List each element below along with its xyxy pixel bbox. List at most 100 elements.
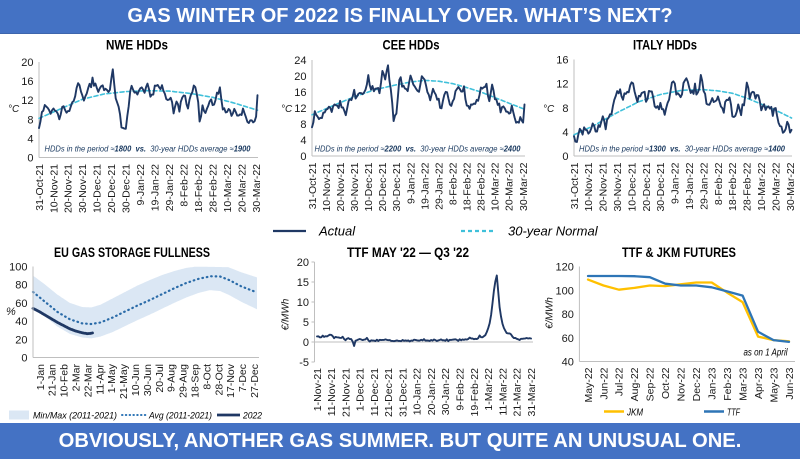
- svg-text:40: 40: [562, 357, 574, 369]
- svg-text:30-Nov-21: 30-Nov-21: [612, 162, 624, 211]
- svg-text:10: 10: [297, 297, 309, 309]
- svg-text:10-Dec-21: 10-Dec-21: [92, 164, 104, 213]
- svg-text:10-Mar-22: 10-Mar-22: [490, 162, 502, 211]
- svg-text:20: 20: [294, 71, 306, 83]
- svg-text:20-Dec-21: 20-Dec-21: [106, 164, 118, 213]
- svg-text:20-Nov-21: 20-Nov-21: [63, 164, 75, 213]
- svg-text:1-Mar-22: 1-Mar-22: [483, 368, 495, 411]
- svg-text:30-year Normal: 30-year Normal: [508, 224, 599, 239]
- svg-text:12: 12: [556, 79, 568, 91]
- svg-text:20-Mar-22: 20-Mar-22: [236, 164, 248, 213]
- svg-text:HDDs in the period ≈1800 vs.: HDDs in the period ≈1800 vs. 30-year HDD…: [45, 145, 251, 154]
- svg-text:120: 120: [556, 262, 574, 274]
- svg-text:1-Nov-21: 1-Nov-21: [312, 368, 324, 411]
- svg-text:20: 20: [297, 257, 309, 269]
- svg-text:JKM: JKM: [626, 408, 643, 419]
- svg-text:1-Jan: 1-Jan: [35, 364, 47, 390]
- svg-text:HDDs in the period ≈2200 vs.: HDDs in the period ≈2200 vs. 30-year HDD…: [315, 145, 521, 154]
- svg-text:20-Nov-21: 20-Nov-21: [335, 162, 347, 211]
- svg-text:10-Mar-22: 10-Mar-22: [756, 162, 768, 211]
- svg-text:%: %: [6, 306, 16, 318]
- svg-text:15: 15: [297, 277, 309, 289]
- svg-text:17-Nov: 17-Nov: [225, 363, 237, 398]
- svg-text:19-Jan-22: 19-Jan-22: [150, 164, 162, 211]
- svg-text:21-May: 21-May: [118, 363, 130, 399]
- svg-text:°C: °C: [543, 104, 555, 115]
- svg-text:10-Feb: 10-Feb: [59, 364, 71, 397]
- svg-text:2-Mar: 2-Mar: [71, 363, 83, 391]
- svg-text:9-Jan-22: 9-Jan-22: [405, 162, 417, 204]
- svg-text:°C: °C: [281, 104, 293, 115]
- svg-text:20-Dec-21: 20-Dec-21: [641, 162, 653, 211]
- svg-text:0: 0: [21, 353, 27, 365]
- svg-text:18-Feb-22: 18-Feb-22: [727, 162, 739, 211]
- svg-text:10-Jan-22: 10-Jan-22: [412, 368, 424, 415]
- svg-text:1-May: 1-May: [106, 363, 118, 393]
- svg-text:20-Jan-22: 20-Jan-22: [426, 368, 438, 415]
- svg-text:1-Dec-21: 1-Dec-21: [355, 368, 367, 411]
- svg-text:€/MWh: €/MWh: [545, 297, 556, 329]
- svg-text:10-Nov-21: 10-Nov-21: [583, 162, 595, 211]
- svg-text:20-Mar-22: 20-Mar-22: [504, 162, 516, 211]
- svg-text:29-Jan-22: 29-Jan-22: [164, 164, 176, 211]
- svg-text:°C: °C: [8, 104, 20, 115]
- svg-text:8-Feb-22: 8-Feb-22: [178, 164, 190, 207]
- svg-text:4: 4: [562, 127, 568, 139]
- svg-text:0: 0: [300, 151, 306, 163]
- svg-text:8-Feb-22: 8-Feb-22: [447, 162, 459, 205]
- svg-text:0: 0: [562, 151, 568, 163]
- svg-text:19-Feb-22: 19-Feb-22: [469, 368, 481, 417]
- svg-text:Avg (2011-2021): Avg (2011-2021): [148, 411, 212, 422]
- svg-text:20-Jul: 20-Jul: [154, 364, 166, 393]
- svg-text:31-Oct-21: 31-Oct-21: [307, 162, 319, 209]
- svg-text:TTF MAY '22 — Q3 '22: TTF MAY '22 — Q3 '22: [347, 245, 469, 260]
- svg-text:30-Nov-21: 30-Nov-21: [349, 162, 361, 211]
- svg-text:20-Mar-22: 20-Mar-22: [770, 162, 782, 211]
- svg-text:10-Dec-21: 10-Dec-21: [363, 162, 375, 211]
- svg-text:10-Nov-21: 10-Nov-21: [48, 164, 60, 213]
- svg-text:CEE HDDs: CEE HDDs: [383, 37, 440, 52]
- svg-text:30-Nov-21: 30-Nov-21: [77, 164, 89, 213]
- svg-text:30-Dec-21: 30-Dec-21: [391, 162, 403, 211]
- svg-text:27-Dec: 27-Dec: [249, 364, 261, 398]
- svg-text:Jun-23: Jun-23: [784, 367, 796, 399]
- svg-text:11-Dec-21: 11-Dec-21: [369, 368, 381, 416]
- svg-text:18-Sep: 18-Sep: [190, 364, 202, 398]
- svg-text:5: 5: [303, 317, 309, 329]
- svg-text:8: 8: [27, 114, 33, 126]
- svg-text:31-Dec-21: 31-Dec-21: [397, 368, 409, 417]
- svg-text:9-Jan-22: 9-Jan-22: [135, 164, 147, 206]
- svg-text:10-Nov-21: 10-Nov-21: [321, 162, 333, 211]
- svg-text:16: 16: [294, 87, 306, 99]
- svg-text:22-Mar: 22-Mar: [82, 364, 94, 398]
- svg-text:20-Dec-21: 20-Dec-21: [377, 162, 389, 211]
- svg-text:21-Mar-22: 21-Mar-22: [512, 368, 524, 417]
- svg-text:Oct-22: Oct-22: [660, 367, 672, 399]
- svg-text:Jul-22: Jul-22: [614, 367, 626, 396]
- svg-text:May-23: May-23: [768, 367, 780, 402]
- svg-text:20: 20: [15, 334, 27, 346]
- svg-text:EU GAS STORAGE FULLNESS: EU GAS STORAGE FULLNESS: [54, 245, 210, 260]
- svg-text:19-Jan-22: 19-Jan-22: [419, 162, 431, 209]
- svg-text:2022: 2022: [242, 411, 263, 422]
- svg-text:21-Nov-21: 21-Nov-21: [340, 368, 352, 417]
- svg-text:8-Oct: 8-Oct: [201, 364, 213, 390]
- svg-text:24: 24: [294, 55, 306, 67]
- svg-text:10-Dec-21: 10-Dec-21: [626, 162, 638, 211]
- svg-text:28-Feb-22: 28-Feb-22: [742, 162, 754, 211]
- svg-text:60: 60: [562, 333, 574, 345]
- svg-text:30-Dec-21: 30-Dec-21: [655, 162, 667, 211]
- svg-text:HDDs in the period ≈1300 vs.: HDDs in the period ≈1300 vs. 30-year HDD…: [579, 145, 785, 154]
- svg-text:Mar-23: Mar-23: [737, 367, 749, 400]
- svg-text:80: 80: [15, 280, 27, 292]
- svg-text:7-Dec: 7-Dec: [237, 364, 249, 392]
- svg-text:Nov-22: Nov-22: [676, 367, 688, 401]
- svg-text:20-Nov-21: 20-Nov-21: [598, 162, 610, 211]
- svg-text:29-Aug: 29-Aug: [178, 364, 190, 398]
- svg-text:18-Feb-22: 18-Feb-22: [462, 162, 474, 211]
- svg-text:60: 60: [15, 298, 27, 310]
- svg-text:Sep-22: Sep-22: [645, 367, 657, 401]
- svg-text:30-Mar-22: 30-Mar-22: [785, 162, 797, 211]
- svg-text:Feb-23: Feb-23: [722, 367, 734, 400]
- svg-text:18-Feb-22: 18-Feb-22: [193, 164, 205, 213]
